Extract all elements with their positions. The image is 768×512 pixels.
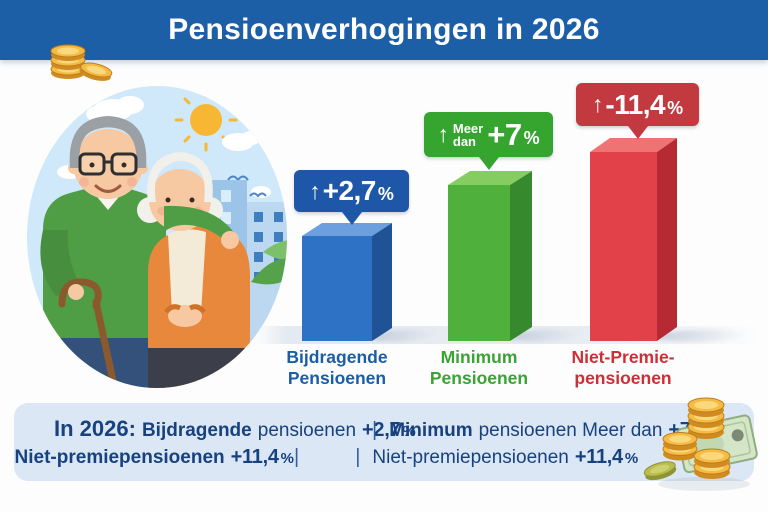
elderly-couple-illustration	[27, 86, 287, 388]
coins-and-banknote-icon	[643, 397, 758, 491]
percent-sign: %	[377, 184, 394, 204]
bar-front-face	[590, 152, 657, 341]
bar-side-face	[510, 170, 532, 341]
separator: |	[294, 446, 300, 468]
bar-front-face	[448, 185, 510, 341]
badge-value: -11,4	[605, 88, 666, 120]
badge-qualifier-line1: Meer	[452, 120, 484, 136]
summary-value: +11,4	[574, 446, 623, 468]
label-line1: Minimum	[440, 347, 518, 367]
label-line2: Pensioenen	[287, 368, 387, 388]
sun-icon	[190, 104, 222, 136]
summary-banner: In 2026: Bijdragende pensioenen +2,7 % |…	[14, 403, 754, 481]
label-line1: Bijdragende	[286, 347, 388, 367]
separator: |	[355, 446, 361, 468]
summary-term: Bijdragende	[141, 420, 252, 441]
cane-icon	[58, 278, 119, 388]
badge-value: +2,7	[322, 175, 377, 206]
badge-qualifier-line2: dan	[452, 133, 476, 149]
category-label-bijdragende: Bijdragende Pensioenen	[251, 347, 423, 389]
page-title: Pensioenverhogingen in 2026	[168, 13, 600, 46]
category-label-niet-premie: Niet-Premie- pensioenen	[537, 347, 709, 389]
summary-text: Niet-premiepensioenen	[372, 447, 569, 468]
leaves	[251, 240, 287, 285]
summary-text: pensioenen	[257, 420, 357, 441]
percent-sign: %	[280, 450, 294, 467]
separator: |	[372, 419, 378, 441]
badge-niet-premie: ↑ -11,4 %	[576, 83, 699, 126]
percent-sign: %	[523, 127, 540, 148]
gold-coins-stack-icon	[50, 44, 113, 81]
summary-value: +11,4	[230, 446, 279, 468]
category-label-minimum: Minimum Pensioenen	[393, 347, 565, 389]
bar-side-face	[657, 137, 677, 341]
badge-value: +7	[487, 117, 522, 152]
percent-sign: %	[667, 97, 684, 118]
label-line2: Pensioenen	[429, 368, 529, 388]
summary-intro: In 2026:	[54, 416, 136, 441]
bar-front-face	[302, 236, 372, 341]
summary-value: +2,7	[362, 419, 401, 441]
coin-stack	[643, 397, 731, 481]
bird-icon	[249, 192, 267, 198]
up-arrow-icon: ↑	[309, 177, 321, 204]
badge-bijdragende: ↑ +2,7 %	[294, 170, 409, 212]
label-line1: Niet-Premie-	[571, 347, 675, 367]
up-arrow-icon: ↑	[591, 91, 604, 117]
header-banner: Pensioenverhogingen in 2026	[0, 0, 768, 60]
bar-side-face	[372, 223, 392, 341]
summary-term: Niet-premiepensioenen	[14, 447, 225, 468]
badge-qualifier: Meer dan	[453, 122, 483, 148]
summary-text: pensioenen Meer dan	[478, 420, 663, 441]
label-line2: pensioenen	[574, 368, 672, 388]
badge-minimum: ↑ Meer dan +7 %	[424, 112, 553, 157]
up-arrow-icon: ↑	[437, 121, 449, 147]
summary-term: Minimum	[389, 420, 473, 441]
percent-sign: %	[402, 423, 416, 440]
summary-row-1: In 2026: Bijdragende pensioenen +2,7 % |…	[54, 416, 754, 446]
percent-sign: %	[624, 450, 639, 467]
summary-row-2: Niet-premiepensioenen +11,4 % | | Niet-p…	[15, 446, 754, 476]
